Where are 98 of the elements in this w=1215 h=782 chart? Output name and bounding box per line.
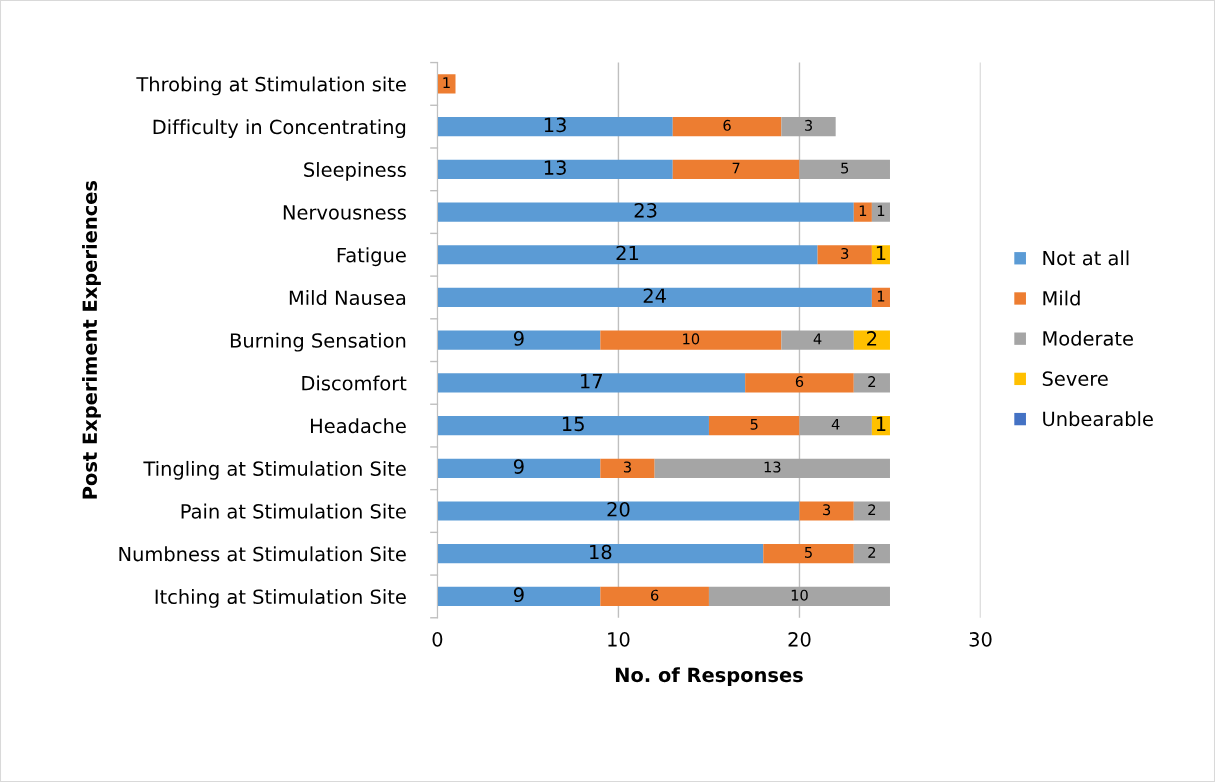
y-tick-label: Nervousness bbox=[283, 205, 406, 220]
bar bbox=[708, 586, 890, 607]
data-label: 13 bbox=[764, 461, 781, 473]
data-label: 3 bbox=[804, 119, 812, 131]
bar bbox=[437, 458, 601, 478]
x-tick-label: 30 bbox=[969, 632, 992, 647]
bar bbox=[437, 415, 709, 436]
bar bbox=[799, 159, 890, 179]
legend-label: Mild bbox=[1043, 290, 1080, 306]
bar bbox=[853, 501, 890, 521]
x-tick-label: 20 bbox=[788, 632, 811, 647]
y-tick-label: Tingling at Stimulation Site bbox=[143, 460, 406, 480]
data-label: 20 bbox=[607, 501, 630, 517]
data-label: 1 bbox=[876, 245, 886, 261]
data-label: 1 bbox=[877, 205, 885, 217]
y-tick-label: Difficulty in Concentrating bbox=[153, 119, 406, 139]
y-tick-label: Burning Sensation bbox=[230, 332, 406, 352]
y-tick-label: Fatigue bbox=[337, 247, 406, 267]
bar bbox=[708, 415, 800, 436]
y-tick-label: Numbness at Stimulation Site bbox=[119, 546, 406, 562]
data-label: 6 bbox=[651, 589, 659, 601]
data-label: 5 bbox=[750, 418, 758, 430]
data-label: 2 bbox=[868, 504, 876, 516]
bar bbox=[600, 330, 782, 350]
data-label: 4 bbox=[831, 418, 840, 430]
bar bbox=[437, 501, 800, 521]
data-label: 13 bbox=[544, 117, 566, 133]
bar bbox=[437, 202, 854, 222]
data-label: 3 bbox=[841, 247, 849, 259]
data-label: 1 bbox=[877, 290, 885, 302]
bar bbox=[799, 415, 872, 436]
data-label: 1 bbox=[859, 205, 867, 217]
bar bbox=[853, 544, 890, 564]
bar bbox=[672, 117, 782, 137]
bar bbox=[853, 373, 890, 393]
data-label: 10 bbox=[791, 589, 808, 601]
bar bbox=[853, 202, 872, 222]
bar bbox=[672, 159, 800, 179]
data-label: 9 bbox=[513, 331, 524, 346]
data-label: 3 bbox=[623, 461, 631, 473]
data-label: 2 bbox=[868, 376, 876, 387]
bar bbox=[437, 74, 456, 94]
bar bbox=[437, 245, 818, 265]
legend-label: Not at all bbox=[1043, 250, 1129, 266]
data-label: 6 bbox=[723, 119, 731, 131]
y-axis-title: Post Experiment Experiences bbox=[82, 180, 101, 499]
x-tick-label: 0 bbox=[432, 632, 443, 647]
bar bbox=[853, 330, 890, 350]
bar bbox=[437, 117, 673, 137]
bar bbox=[600, 458, 655, 478]
bar bbox=[437, 159, 673, 179]
y-tick-label: Throbing at Stimulation site bbox=[136, 76, 406, 96]
y-tick-label: Itching at Stimulation Site bbox=[155, 589, 406, 608]
bar bbox=[437, 330, 601, 350]
data-label: 1 bbox=[443, 77, 450, 88]
data-label: 9 bbox=[513, 587, 524, 603]
data-label: 13 bbox=[544, 160, 566, 175]
y-tick-label: Pain at Stimulation Site bbox=[181, 503, 406, 519]
bar bbox=[799, 501, 854, 521]
bar bbox=[781, 117, 836, 137]
bar bbox=[871, 287, 890, 308]
data-label: 10 bbox=[683, 333, 700, 345]
bar bbox=[745, 373, 854, 393]
data-label: 1 bbox=[876, 416, 886, 431]
x-axis-title: No. of Responses bbox=[615, 667, 803, 686]
bar bbox=[437, 373, 746, 393]
bar bbox=[763, 544, 854, 564]
data-label: 15 bbox=[562, 416, 584, 432]
x-tick-label: 10 bbox=[608, 632, 630, 647]
legend-label: Unbearable bbox=[1043, 411, 1153, 427]
bar bbox=[437, 586, 601, 607]
bar bbox=[781, 330, 854, 350]
bar bbox=[437, 544, 764, 564]
data-label: 7 bbox=[732, 162, 740, 174]
y-tick-label: Headache bbox=[311, 418, 406, 434]
bar bbox=[437, 287, 872, 308]
data-label: 4 bbox=[813, 333, 822, 345]
bar bbox=[817, 245, 872, 265]
y-tick-label: Mild Nausea bbox=[289, 290, 406, 306]
data-label: 24 bbox=[643, 288, 666, 303]
data-label: 9 bbox=[513, 459, 524, 474]
legend-label: Severe bbox=[1042, 371, 1108, 387]
data-label: 18 bbox=[590, 544, 612, 560]
legend-label: Moderate bbox=[1043, 330, 1133, 346]
data-label: 21 bbox=[616, 245, 639, 261]
data-label: 6 bbox=[795, 376, 804, 388]
bar bbox=[654, 458, 890, 478]
bar bbox=[871, 202, 890, 222]
y-tick-label: Sleepiness bbox=[304, 161, 406, 181]
data-label: 3 bbox=[823, 504, 831, 516]
data-label: 17 bbox=[581, 374, 602, 389]
data-label: 5 bbox=[841, 162, 849, 174]
data-label: 2 bbox=[867, 331, 877, 346]
data-label: 23 bbox=[634, 202, 657, 218]
data-label: 5 bbox=[805, 547, 812, 558]
y-tick-label: Discomfort bbox=[302, 375, 407, 391]
data-label: 2 bbox=[868, 546, 876, 558]
bar bbox=[600, 586, 709, 607]
